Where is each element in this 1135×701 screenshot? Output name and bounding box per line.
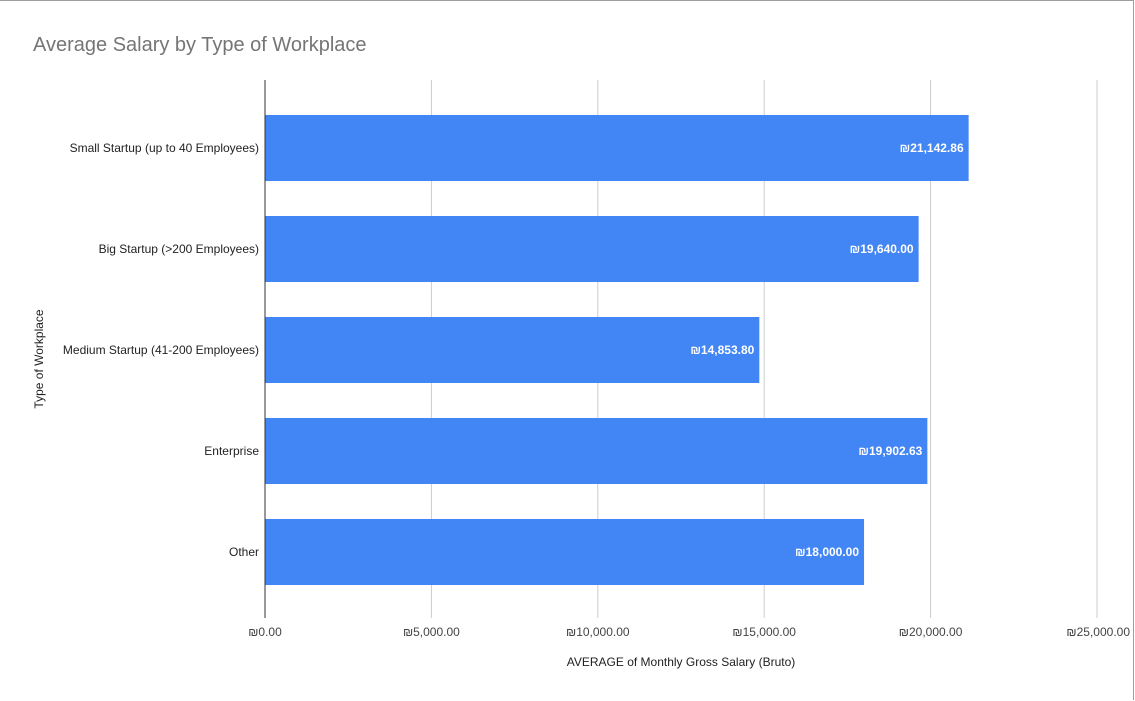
- x-tick-labels: ₪0.00 ₪5,000.00 ₪10,000.00 ₪15,000.00 ₪20,00…: [248, 625, 1130, 639]
- bar: [265, 418, 928, 484]
- y-axis-title: Type of Workplace: [32, 309, 46, 408]
- data-label: ₪21,142.86: [900, 141, 964, 155]
- bar: [265, 216, 919, 282]
- chart-title: Average Salary by Type of Workplace: [33, 34, 367, 56]
- x-tick-label: ₪20,000.00: [899, 625, 963, 639]
- data-label: ₪19,902.63: [858, 444, 922, 458]
- x-tick-label: ₪25,000.00: [1066, 625, 1130, 639]
- bar: [265, 317, 760, 383]
- category-label: Small Startup (up to 40 Employees): [70, 141, 259, 155]
- x-axis-title: AVERAGE of Monthly Gross Salary (Bruto): [567, 655, 796, 669]
- bar: [265, 115, 969, 181]
- bars: ₪21,142.86 ₪19,640.00 ₪14,853.80 ₪19,902.63…: [265, 115, 969, 585]
- category-label: Big Startup (>200 Employees): [99, 242, 259, 256]
- data-label: ₪18,000.00: [795, 545, 859, 559]
- category-labels: Small Startup (up to 40 Employees) Big St…: [63, 141, 259, 559]
- data-label: ₪14,853.80: [690, 343, 754, 357]
- category-label: Other: [229, 545, 259, 559]
- data-label: ₪19,640.00: [850, 242, 914, 256]
- x-tick-label: ₪10,000.00: [566, 625, 630, 639]
- category-label: Enterprise: [204, 444, 259, 458]
- bar: [265, 519, 865, 585]
- x-tick-label: ₪5,000.00: [403, 625, 460, 639]
- category-label: Medium Startup (41-200 Employees): [63, 343, 259, 357]
- x-tick-label: ₪0.00: [248, 625, 282, 639]
- x-tick-label: ₪15,000.00: [732, 625, 796, 639]
